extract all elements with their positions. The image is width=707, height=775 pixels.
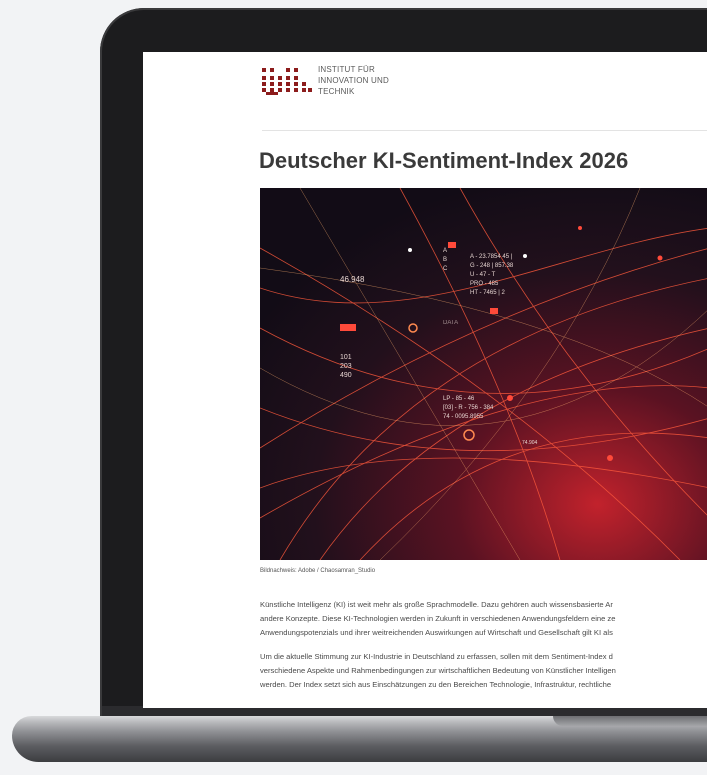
logo-text: INNOVATION UND (318, 76, 389, 85)
image-label: C (443, 266, 448, 272)
image-label: U - 47 - T (470, 272, 496, 278)
image-label: PRO - 485 (470, 281, 499, 287)
logo-text: TECHNIK (318, 87, 355, 96)
image-label: [03] - R - 756 - 384 (443, 405, 494, 411)
image-label: G - 248 | 857.38 (470, 263, 514, 269)
image-label: 203 (340, 363, 352, 370)
image-label: 46.948 (340, 275, 365, 284)
paragraph-line: werden. Der Index setzt sich aus Einschä… (260, 680, 611, 689)
image-label: A - 23.7854 45 | (470, 254, 513, 260)
separator (262, 130, 707, 131)
image-label: 74.904 (522, 440, 538, 446)
laptop-notch (553, 716, 707, 726)
image-credit: Bildnachweis: Adobe / Chaosamran_Studio (260, 568, 375, 574)
image-label: B (443, 257, 447, 263)
image-label: HT - 7465 | 2 (470, 290, 505, 296)
logo-text: INSTITUT FÜR (318, 65, 375, 74)
page: {"header": {"logo_lines": ["INSTITUT FÜR… (0, 0, 707, 775)
article-title: Deutscher KI-Sentiment-Index 2026 (259, 148, 628, 174)
screen: INSTITUT FÜR INNOVATION UND TECHNIK Deut… (143, 52, 707, 708)
logo-mark (262, 66, 314, 102)
paragraph-line: andere Konzepte. Diese KI-Technologien w… (260, 614, 615, 623)
image-label: A (443, 248, 447, 254)
hero-image: 46.948 101 203 490 A B C A - 23.7854 45 … (260, 188, 707, 560)
paragraph-line: Um die aktuelle Stimmung zur KI-Industri… (260, 652, 613, 661)
image-label: 101 (340, 354, 352, 361)
image-label: 490 (340, 372, 352, 379)
image-label: DATA (443, 320, 458, 326)
paragraph-line: Künstliche Intelligenz (KI) ist weit meh… (260, 600, 613, 609)
paragraph-line: Anwendungspotenzials und ihrer weitreich… (260, 628, 613, 637)
paragraph-line: verschiedene Aspekte und Rahmenbedingung… (260, 666, 616, 675)
image-label: 74 - 0095.8955 (443, 414, 484, 420)
image-label: LP - 85 - 46 (443, 396, 475, 402)
